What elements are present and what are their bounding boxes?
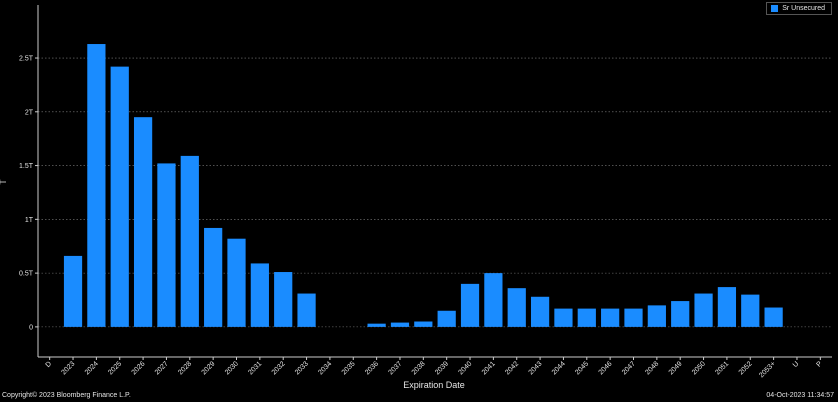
bar xyxy=(180,155,199,327)
x-tick-label: 2047 xyxy=(621,360,637,376)
bar xyxy=(110,66,129,327)
bar xyxy=(437,310,456,327)
x-tick-label: 2032 xyxy=(271,360,287,376)
timestamp-text: 04-Oct-2023 11:34:57 xyxy=(766,392,834,399)
x-tick-label: 2027 xyxy=(154,360,170,376)
bar xyxy=(717,287,737,327)
x-tick-label: 2036 xyxy=(364,360,380,376)
bar xyxy=(133,117,153,327)
x-tick-label: 2043 xyxy=(528,360,544,376)
bar xyxy=(484,273,503,327)
bar xyxy=(367,323,386,327)
x-tick-label: 2051 xyxy=(714,360,730,376)
gridlines xyxy=(38,57,832,328)
bar xyxy=(530,296,550,327)
x-tick-label: 2039 xyxy=(434,360,450,376)
bar xyxy=(624,308,643,327)
x-tick-label: 2030 xyxy=(224,360,240,376)
x-tick-label: 2041 xyxy=(481,360,497,376)
y-axis-title: T xyxy=(0,179,8,185)
bar xyxy=(390,322,410,327)
x-axis-title: Expiration Date xyxy=(403,380,465,390)
y-tick-label: 2T xyxy=(25,109,34,116)
bar xyxy=(414,321,433,327)
y-tick-label: 0 xyxy=(29,324,33,331)
x-tick-label: 2042 xyxy=(504,360,520,376)
y-tick-labels: 0 0.5T 1T 1.5T 2T 2.5T xyxy=(19,56,34,332)
x-tick-label: 2053+ xyxy=(758,360,777,379)
x-tick-label: 2023 xyxy=(60,360,76,376)
bar xyxy=(671,301,690,327)
x-tick-labels: D 2023 2024 2025 2026 2027 2028 2029 2030 2031 203… xyxy=(45,360,824,379)
bar xyxy=(764,307,783,327)
bar xyxy=(554,308,573,327)
x-tick-label: 2049 xyxy=(668,360,684,376)
x-tick-label: 2035 xyxy=(341,360,357,376)
bar xyxy=(157,163,176,327)
legend: Sr Unsecured xyxy=(766,2,832,15)
x-tick-label: P xyxy=(815,360,823,368)
x-tick-label: D xyxy=(45,360,54,369)
x-tick-label: 2037 xyxy=(387,360,403,376)
x-tick-label: 2048 xyxy=(644,360,660,376)
x-tick-label: 2024 xyxy=(84,360,100,376)
x-tick-label: 2046 xyxy=(598,360,614,376)
x-tick-label: U xyxy=(792,360,801,369)
bar xyxy=(227,238,246,327)
bar xyxy=(741,294,760,327)
x-tick-label: 2033 xyxy=(294,360,310,376)
bar xyxy=(274,272,293,327)
bar xyxy=(601,308,620,327)
copyright-text: Copyright© 2023 Bloomberg Finance L.P. xyxy=(2,392,131,399)
x-tick-label: 2028 xyxy=(177,360,193,376)
bar xyxy=(460,283,480,327)
axes xyxy=(35,5,832,360)
y-tick-label: 1T xyxy=(25,217,34,224)
x-tick-label: 2026 xyxy=(131,360,147,376)
bar xyxy=(250,263,269,327)
x-tick-label: 2034 xyxy=(317,360,333,376)
x-tick-label: 2045 xyxy=(574,360,590,376)
y-tick-label: 2.5T xyxy=(19,56,34,63)
x-tick-label: 2050 xyxy=(691,360,707,376)
bars xyxy=(63,44,783,327)
bar xyxy=(694,293,713,327)
bar xyxy=(647,305,666,327)
bar xyxy=(87,44,106,327)
legend-swatch xyxy=(771,5,779,12)
x-tick-label: 2040 xyxy=(457,360,473,376)
bar xyxy=(204,227,223,327)
y-tick-label: 1.5T xyxy=(19,163,34,170)
x-tick-label: 2031 xyxy=(247,360,263,376)
legend-label: Sr Unsecured xyxy=(782,5,825,12)
x-tick-label: 2038 xyxy=(411,360,427,376)
x-tick-label: 2052 xyxy=(738,360,754,376)
x-tick-label: 2044 xyxy=(551,360,567,376)
x-tick-label: 2029 xyxy=(201,360,217,376)
x-tick-label: 2025 xyxy=(107,360,123,376)
bar xyxy=(577,308,596,327)
bar xyxy=(63,255,83,327)
y-tick-label: 0.5T xyxy=(19,271,34,278)
bar xyxy=(507,288,526,327)
bar xyxy=(297,293,316,327)
